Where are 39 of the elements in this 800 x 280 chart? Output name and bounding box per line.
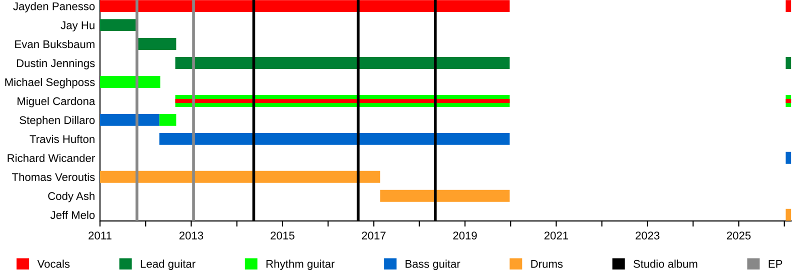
legend-label: Vocals [37,260,70,268]
x-tick-label: 2013 [179,232,204,240]
bar [786,57,792,69]
x-tick-label: 2017 [362,232,386,240]
x-tick-label: 2011 [88,232,112,240]
bar [380,190,510,202]
x-tick-label: 2021 [544,232,568,240]
y-tick-label: Jayden Panesso [13,2,95,12]
legend-label: Rhythm guitar [266,260,335,270]
bar [786,152,792,164]
y-tick-label: Cody Ash [48,192,94,202]
x-tick-label: 2015 [270,232,294,240]
bar [136,38,176,50]
y-tick-label: Thomas Veroutis [12,172,95,182]
y-tick-label: Jeff Melo [50,210,95,219]
x-tick-label: 2023 [636,232,660,240]
legend-label: Bass guitar [406,260,460,270]
bar [159,114,176,126]
y-tick-label: Evan Buksbaum [15,40,94,48]
legend-label: EP [768,260,782,268]
y-tick-label: Stephen Dillaro [20,116,95,126]
y-tick-label: Dustin Jennings [16,58,95,70]
y-tick-label: Richard Wicander [8,154,95,162]
bar [100,76,160,88]
x-tick-label: 2025 [726,232,751,240]
y-tick-label: Travis Hufton [30,134,94,144]
bar [786,208,792,221]
x-tick-label: 2019 [453,232,477,240]
bar [100,19,138,32]
y-tick-label: Jay Hu [60,21,94,32]
legend-label: Drums [531,260,563,268]
legend-label: Lead guitar [140,260,196,270]
legend-label: Studio album [634,260,698,268]
bar [100,114,160,126]
y-tick-label: Miguel Cardona [18,96,96,108]
bar [175,57,510,69]
bar [159,132,510,145]
bar [100,170,380,183]
y-tick-label: Michael Seghposs [5,78,95,88]
